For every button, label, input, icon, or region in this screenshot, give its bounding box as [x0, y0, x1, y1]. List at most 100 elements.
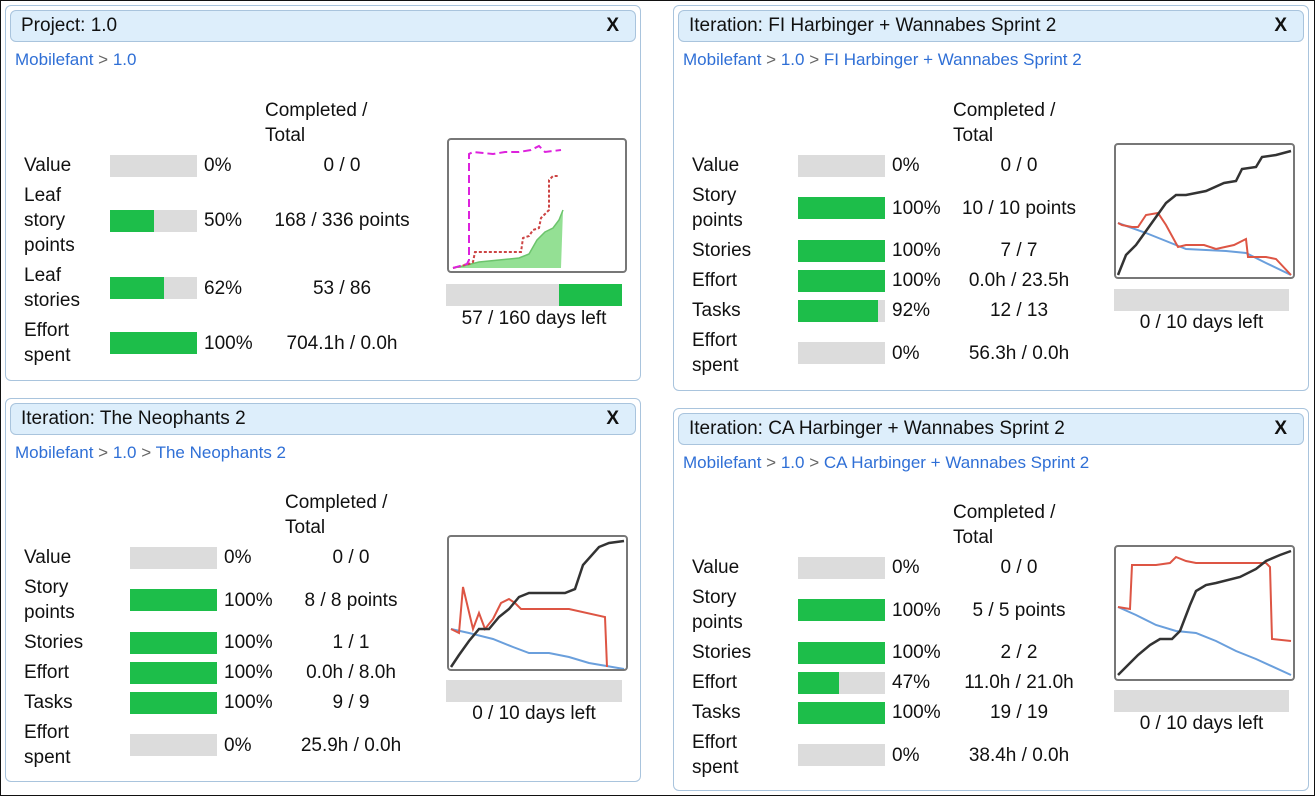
metric-label: Story points [692, 585, 743, 635]
metric-label-line: points [692, 210, 743, 231]
breadcrumb-link-iteration[interactable]: FI Harbinger + Wannabes Sprint 2 [823, 50, 1082, 69]
metric-label: Effort spent [24, 318, 70, 368]
metric-label: Story points [692, 183, 743, 233]
metric-label-line: Stories [24, 632, 84, 653]
breadcrumb: Mobilefant > 1.0 [15, 50, 136, 70]
metric-label-line: Value [692, 155, 740, 176]
breadcrumb-link-iteration[interactable]: The Neophants 2 [155, 443, 286, 462]
metric-label: Tasks [692, 298, 741, 323]
header-line: Total [953, 527, 994, 548]
metric-label-line: Value [24, 155, 72, 176]
progress-bar [798, 299, 885, 322]
completed-total-value: 2 / 2 [1000, 642, 1038, 663]
percent-label: 100% [224, 589, 273, 611]
progress-bar-fill [798, 599, 885, 621]
header-line: Completed / [265, 100, 368, 121]
chart-effort-left-line [1117, 211, 1292, 276]
completed-total-value: 0 / 0 [1000, 155, 1038, 176]
chart-done-area [453, 210, 563, 268]
percent-label: 92% [892, 300, 931, 321]
percent-label: 47% [892, 672, 931, 693]
portlet-header: Iteration: The Neophants 2 X [10, 403, 636, 435]
breadcrumb-link-project[interactable]: 1.0 [112, 443, 137, 462]
metric-label: Effort [692, 268, 737, 293]
percent-label: 100% [204, 332, 253, 354]
percent-label: 0% [892, 744, 920, 766]
breadcrumb-link-product[interactable]: Mobilefant [15, 50, 94, 69]
breadcrumb-link-project[interactable]: 1.0 [780, 50, 805, 69]
burndown-chart [1114, 545, 1295, 681]
breadcrumb-link-product[interactable]: Mobilefant [15, 443, 94, 462]
portlet-title: Iteration: FI Harbinger + Wannabes Sprin… [689, 15, 1057, 36]
metric-label-line: Stories [692, 642, 752, 663]
progress-bar-fill [798, 299, 879, 322]
metric-label: Effort spent [24, 720, 70, 770]
close-icon[interactable]: X [606, 15, 619, 36]
completed-total-value: 53 / 86 [312, 277, 372, 299]
burndown-chart [1114, 143, 1295, 279]
completed-total-value: 168 / 336 points [274, 210, 410, 231]
progress-bar [798, 599, 885, 621]
chart-effort-left-line [450, 586, 608, 668]
progress-bar [110, 277, 197, 299]
metric-label-line: Effort [24, 722, 70, 743]
percent-label: 100% [224, 692, 273, 713]
header-line: Completed / [953, 100, 1056, 121]
metric-label: Story points [24, 575, 75, 625]
progress-bar [798, 154, 885, 177]
header-line: Total [265, 125, 306, 146]
progress-bar [798, 239, 885, 262]
percent-label: 100% [892, 240, 941, 261]
metric-label: Effort spent [692, 328, 738, 378]
chart-total-line [452, 144, 562, 269]
percent-label: 0% [892, 557, 920, 578]
metric-label-line: Leaf [24, 185, 61, 206]
percent-label: 0% [892, 342, 920, 364]
metric-label: Tasks [24, 690, 73, 715]
progress-bar-fill [130, 589, 217, 611]
progress-bar-fill [798, 671, 839, 694]
progress-bar-fill [130, 691, 217, 714]
breadcrumb-link-iteration[interactable]: CA Harbinger + Wannabes Sprint 2 [823, 453, 1090, 472]
portlet-title: Iteration: The Neophants 2 [21, 408, 246, 429]
days-left-label: 0 / 10 days left [1139, 312, 1264, 333]
close-icon[interactable]: X [606, 408, 619, 429]
breadcrumb-link-product[interactable]: Mobilefant [683, 453, 762, 472]
completed-total-value: 0 / 0 [332, 547, 370, 568]
completed-total-value: 5 / 5 points [972, 599, 1066, 621]
breadcrumb: Mobilefant > 1.0 > FI Harbinger + Wannab… [683, 50, 1082, 70]
completed-total-value: 25.9h / 0.0h [300, 734, 402, 756]
breadcrumb-link-project[interactable]: 1.0 [780, 453, 805, 472]
breadcrumb: Mobilefant > 1.0 > CA Harbinger + Wannab… [683, 453, 1089, 473]
metric-label-line: stories [24, 290, 80, 311]
completed-total-value: 0.0h / 8.0h [306, 662, 396, 683]
metric-label: Value [24, 545, 71, 570]
metric-label-line: points [24, 235, 75, 256]
percent-label: 100% [892, 702, 941, 723]
metric-label-line: Effort [692, 330, 738, 351]
close-icon[interactable]: X [1274, 15, 1287, 36]
progress-bar [130, 691, 217, 714]
metric-label: Value [692, 555, 739, 580]
percent-label: 0% [224, 547, 252, 568]
header-line: Completed / [285, 492, 388, 513]
progress-bar [110, 154, 197, 177]
breadcrumb-separator: > [809, 50, 820, 69]
breadcrumb-link-project[interactable]: 1.0 [112, 50, 137, 69]
metric-label-line: story [24, 210, 66, 231]
breadcrumb-link-product[interactable]: Mobilefant [683, 50, 762, 69]
days-left-label: 0 / 10 days left [472, 703, 596, 724]
metric-label-line: Value [24, 547, 72, 568]
header-line: Total [953, 125, 994, 146]
completed-total-value: 0.0h / 23.5h [968, 270, 1070, 291]
metric-label-line: Story [24, 577, 69, 598]
progress-bar [130, 589, 217, 611]
metric-label: Tasks [692, 700, 741, 725]
close-icon[interactable]: X [1274, 418, 1287, 439]
completed-total-header: Completed / Total [265, 98, 367, 148]
days-left-label: 0 / 10 days left [1139, 713, 1264, 734]
chart-done-line [1116, 149, 1292, 276]
chart-done-line [1117, 549, 1292, 676]
progress-bar [130, 734, 217, 756]
percent-label: 0% [892, 155, 920, 176]
